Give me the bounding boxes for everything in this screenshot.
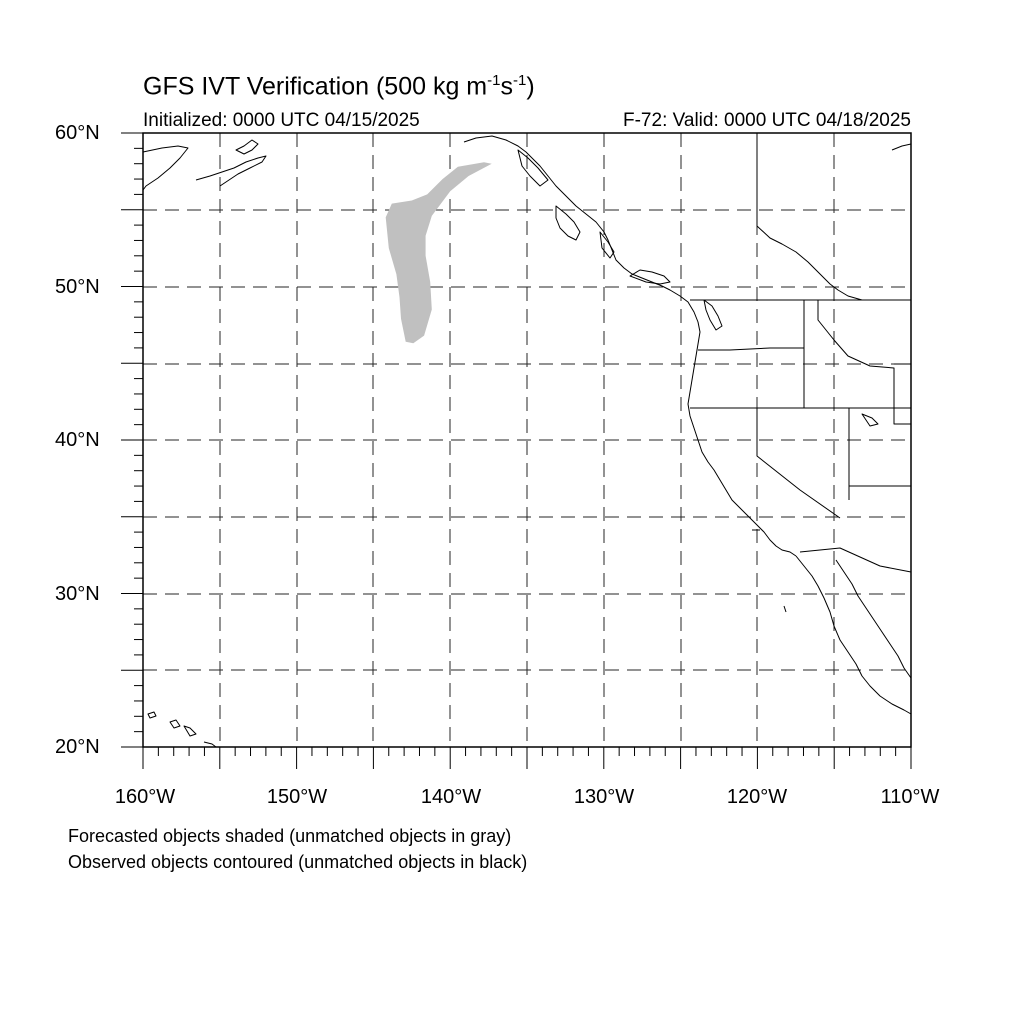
lon-label-130w: 130°W	[573, 786, 635, 808]
lat-lon-grid	[143, 133, 911, 747]
map-title: GFS IVT Verification (500 kg m-1s-1)	[143, 72, 535, 101]
lon-label-140w: 140°W	[420, 786, 482, 808]
lon-label-110w: 110°W	[880, 786, 940, 808]
lon-label-160w: 160°W	[114, 786, 176, 808]
forecast-object-unmatched	[385, 162, 492, 344]
coastlines-and-borders	[142, 133, 912, 748]
initialized-time: Initialized: 0000 UTC 04/15/2025	[143, 110, 420, 131]
lon-label-150w: 150°W	[266, 786, 328, 808]
lon-label-120w: 120°W	[726, 786, 788, 808]
lat-label-20: 20°N	[55, 736, 100, 758]
valid-time: F-72: Valid: 0000 UTC 04/18/2025	[623, 110, 911, 131]
legend-observed: Observed objects contoured (unmatched ob…	[68, 852, 528, 872]
axis-ticks	[121, 132, 912, 769]
lat-label-40: 40°N	[55, 429, 100, 451]
legend-forecast: Forecasted objects shaded (unmatched obj…	[68, 826, 512, 846]
lat-label-50: 50°N	[55, 276, 100, 298]
lat-label-30: 30°N	[55, 583, 100, 605]
lat-label-60: 60°N	[55, 122, 100, 144]
